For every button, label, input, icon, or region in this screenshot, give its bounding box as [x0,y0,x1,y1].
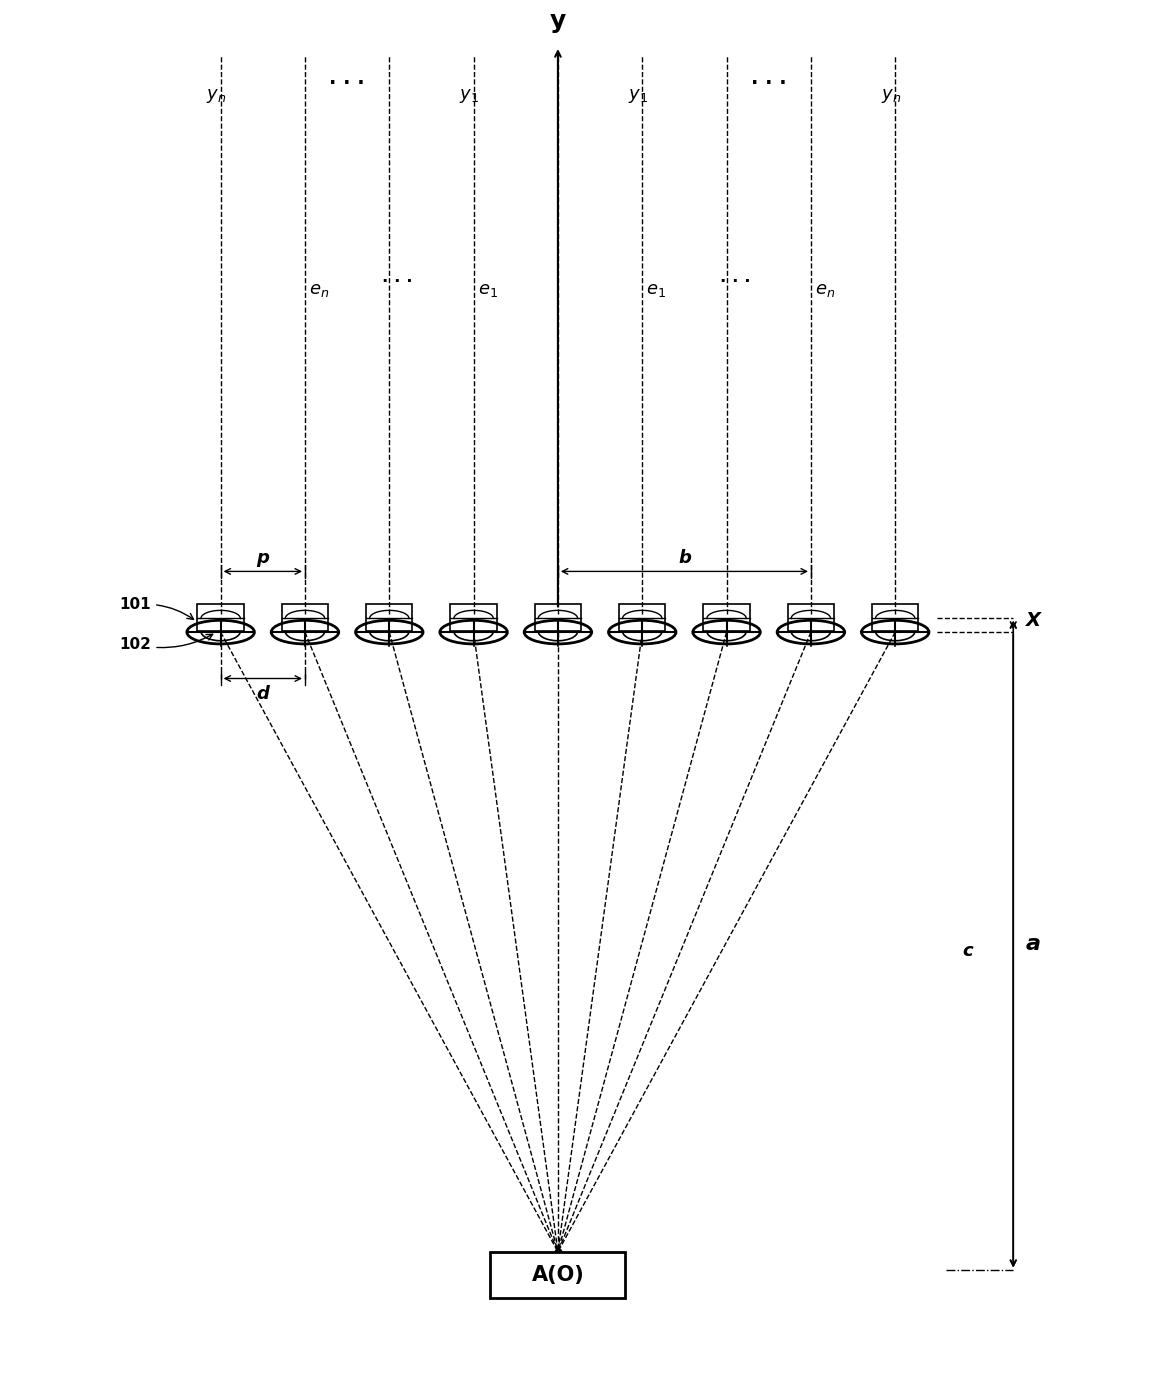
Text: $e_n$: $e_n$ [815,281,835,299]
Text: . . .: . . . [329,70,365,88]
Text: p: p [256,549,270,568]
Text: $y_1$: $y_1$ [628,87,648,105]
Text: y: y [550,10,566,34]
Text: . . .: . . . [382,268,413,287]
Text: 102: 102 [119,635,213,651]
Text: 101: 101 [119,597,193,619]
Text: a: a [1026,934,1041,953]
Text: $e_n$: $e_n$ [309,281,329,299]
Text: . . .: . . . [750,70,786,88]
Text: $e_1$: $e_1$ [646,281,666,299]
Text: d: d [256,685,270,703]
Polygon shape [491,1251,625,1299]
Text: c: c [962,942,973,960]
Text: $y_n$: $y_n$ [881,87,901,105]
Text: X: X [1026,611,1041,630]
Text: . . .: . . . [719,268,750,287]
Text: $e_1$: $e_1$ [478,281,498,299]
Text: A(O): A(O) [532,1265,585,1285]
Text: b: b [677,549,691,568]
Text: $y_1$: $y_1$ [460,87,479,105]
Text: $y_n$: $y_n$ [206,87,227,105]
